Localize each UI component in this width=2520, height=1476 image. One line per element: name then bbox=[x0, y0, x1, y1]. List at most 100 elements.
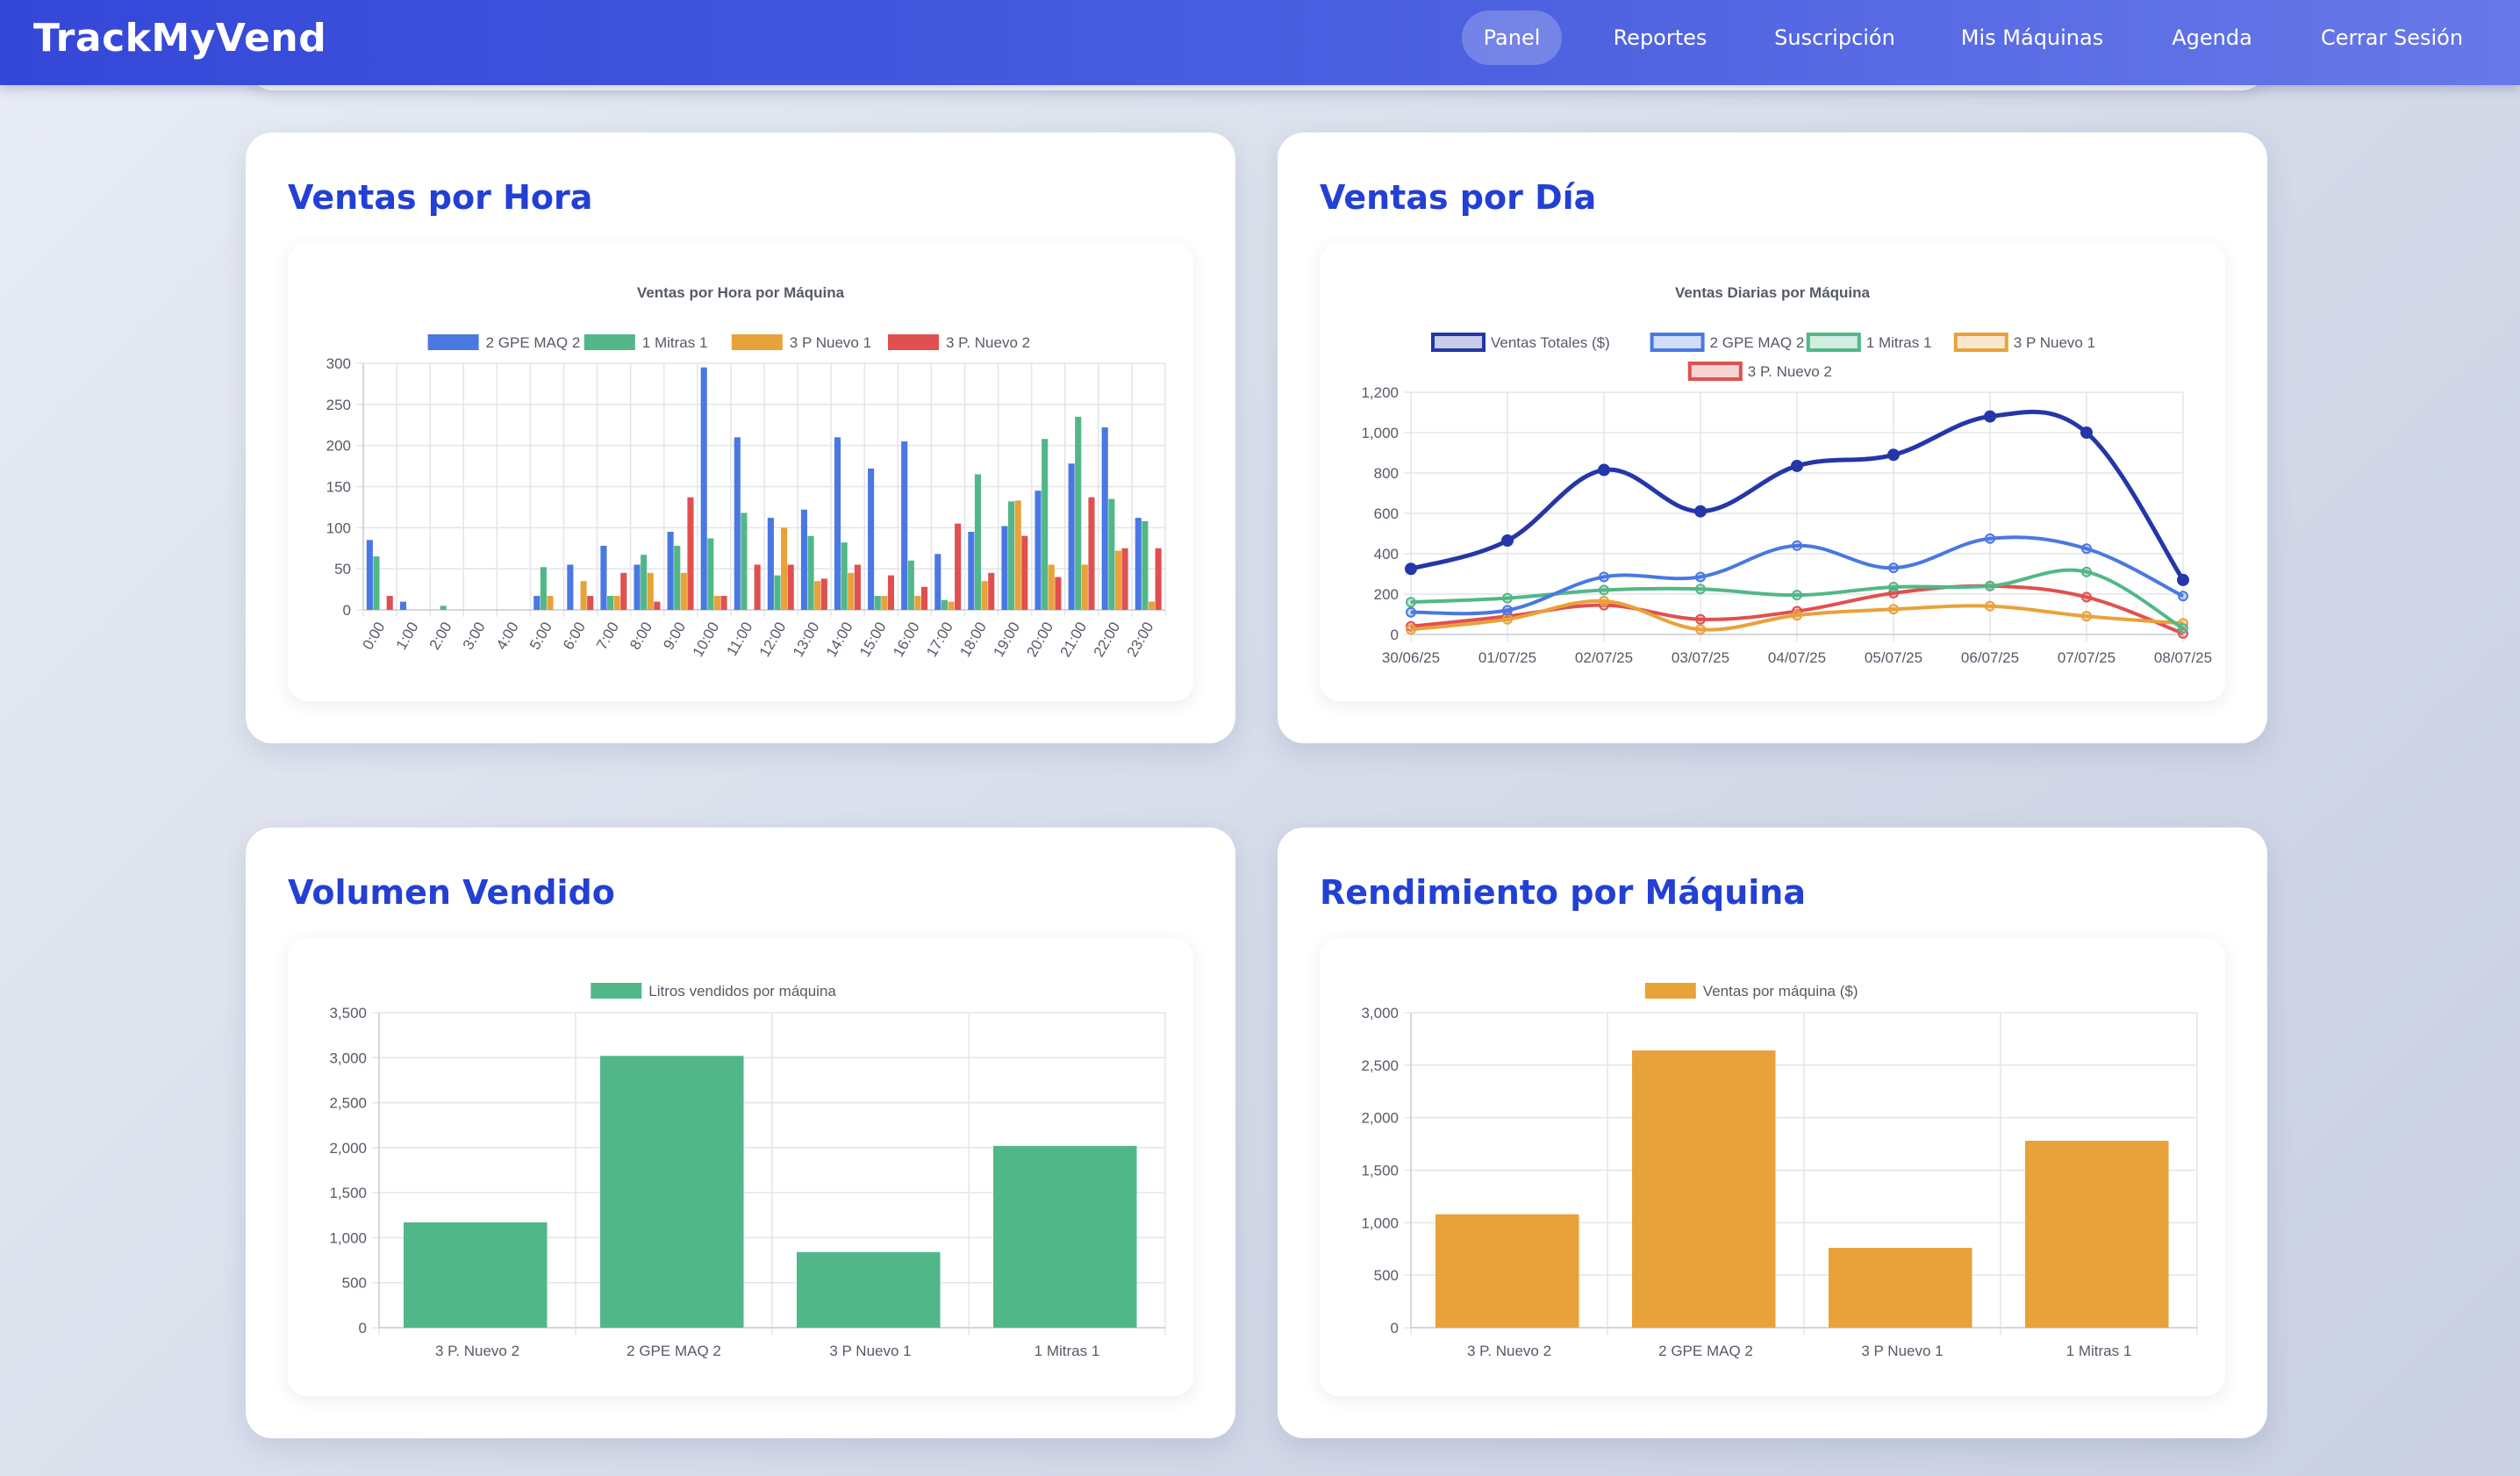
x-tick-label: 9:00 bbox=[660, 620, 689, 653]
bar bbox=[700, 367, 707, 610]
card-rendimiento-por-maquina: Rendimiento por Máquina Ventas por máqui… bbox=[1278, 828, 2267, 1438]
bar bbox=[620, 572, 627, 610]
bar bbox=[634, 564, 641, 610]
bar bbox=[754, 564, 761, 610]
legend-swatch bbox=[427, 334, 479, 350]
y-tick-label: 1,000 bbox=[1361, 425, 1399, 441]
legend-label: Ventas por máquina ($) bbox=[1703, 983, 1858, 1000]
data-point bbox=[2081, 591, 2092, 603]
legend-label: 1 Mitras 1 bbox=[1866, 334, 1932, 351]
x-tick-label: 4:00 bbox=[493, 620, 522, 653]
data-point bbox=[1406, 624, 1416, 635]
bar bbox=[1001, 526, 1008, 610]
bar bbox=[781, 527, 788, 610]
data-point bbox=[2081, 566, 2092, 577]
bar bbox=[440, 605, 447, 610]
bar bbox=[600, 545, 607, 610]
bar bbox=[373, 556, 380, 610]
x-tick-label: 1 Mitras 1 bbox=[1034, 1343, 1100, 1359]
x-tick-label: 1:00 bbox=[393, 620, 422, 653]
legend-label: 3 P Nuevo 1 bbox=[2014, 334, 2095, 351]
nav-cerrar-sesion[interactable]: Cerrar Sesión bbox=[2320, 25, 2464, 50]
bar bbox=[955, 523, 962, 610]
y-tick-label: 50 bbox=[334, 561, 351, 577]
legend-label: 2 GPE MAQ 2 bbox=[486, 334, 581, 351]
data-point bbox=[1985, 580, 1995, 591]
x-tick-label: 06/07/25 bbox=[1961, 649, 2019, 666]
chart-container: Litros vendidos por máquina 0 500 1,000 1,50… bbox=[288, 938, 1193, 1396]
x-tick-label: 3 P. Nuevo 2 bbox=[435, 1343, 519, 1359]
bar bbox=[540, 567, 547, 610]
x-tick-label: 3 P Nuevo 1 bbox=[1861, 1343, 1943, 1359]
card-title: Ventas por Hora bbox=[288, 178, 593, 217]
y-tick-label: 200 bbox=[1374, 586, 1399, 603]
bar bbox=[907, 560, 914, 610]
data-point bbox=[1599, 571, 1609, 583]
bar bbox=[1435, 1214, 1579, 1328]
bar bbox=[887, 575, 895, 610]
bar bbox=[1148, 601, 1156, 610]
bar bbox=[948, 601, 955, 610]
y-tick-label: 0 bbox=[343, 602, 351, 619]
data-point bbox=[2080, 426, 2093, 439]
bar bbox=[1829, 1248, 1972, 1328]
chart-container: Ventas por máquina ($) 0 500 1,000 1,500 2,00… bbox=[1320, 938, 2225, 1396]
x-tick-label: 16:00 bbox=[890, 620, 923, 660]
legend-swatch bbox=[591, 983, 642, 999]
bar bbox=[1034, 491, 1042, 610]
bar bbox=[1101, 427, 1108, 610]
chart-title: Ventas por Hora por Máquina bbox=[637, 284, 845, 301]
bar bbox=[1042, 439, 1049, 610]
bar bbox=[841, 542, 848, 610]
bar bbox=[787, 564, 794, 610]
nav-agenda[interactable]: Agenda bbox=[2172, 25, 2252, 50]
data-point bbox=[1888, 581, 1899, 592]
nav-panel[interactable]: Panel bbox=[1462, 11, 1562, 65]
data-point bbox=[1985, 533, 1995, 544]
bar bbox=[1632, 1050, 1776, 1328]
data-point bbox=[1406, 606, 1416, 618]
bar bbox=[1008, 501, 1015, 610]
bar bbox=[734, 437, 741, 610]
data-point bbox=[1694, 505, 1707, 518]
bar bbox=[797, 1251, 941, 1328]
legend-label: Litros vendidos por máquina bbox=[648, 983, 836, 1000]
bar bbox=[587, 596, 594, 610]
data-point bbox=[1599, 584, 1609, 596]
y-tick-label: 200 bbox=[326, 438, 351, 455]
navbar: TrackMyVend Panel Reportes Suscripción M… bbox=[0, 0, 2520, 85]
brand-logo[interactable]: TrackMyVend bbox=[33, 16, 327, 61]
y-tick-label: 0 bbox=[359, 1320, 367, 1336]
bar bbox=[868, 468, 875, 610]
bar bbox=[600, 1056, 744, 1328]
bar bbox=[2025, 1140, 2169, 1328]
legend-swatch bbox=[731, 334, 783, 350]
bar bbox=[854, 564, 861, 610]
data-point bbox=[1792, 540, 1802, 551]
y-tick-label: 500 bbox=[1374, 1267, 1399, 1284]
y-tick-label: 0 bbox=[1391, 627, 1399, 643]
y-tick-label: 1,000 bbox=[1361, 1214, 1399, 1231]
x-tick-label: 2:00 bbox=[426, 620, 455, 653]
nav-suscripcion[interactable]: Suscripción bbox=[1774, 25, 1895, 50]
data-point bbox=[1695, 571, 1706, 583]
x-tick-label: 23:00 bbox=[1124, 619, 1157, 659]
performance-chart: Ventas por máquina ($) 0 500 1,000 1,500 2,00… bbox=[1361, 983, 2198, 1359]
x-tick-label: 19:00 bbox=[990, 620, 1023, 660]
bar bbox=[547, 596, 554, 610]
card-title: Volumen Vendido bbox=[288, 873, 615, 912]
y-tick-label: 1,200 bbox=[1361, 384, 1399, 401]
x-tick-label: 17:00 bbox=[923, 620, 956, 660]
data-point bbox=[1888, 562, 1899, 574]
x-tick-label: 12:00 bbox=[756, 620, 790, 660]
bar bbox=[567, 564, 574, 610]
x-tick-label: 15:00 bbox=[856, 620, 890, 660]
nav-reportes[interactable]: Reportes bbox=[1613, 25, 1707, 50]
bar bbox=[613, 596, 620, 610]
bar bbox=[641, 555, 648, 610]
daily-sales-chart: Ventas Diarias por Máquina Ventas Totales… bbox=[1361, 284, 2212, 666]
x-tick-label: 30/06/25 bbox=[1382, 649, 1440, 666]
nav-mis-maquinas[interactable]: Mis Máquinas bbox=[1960, 25, 2104, 50]
data-point bbox=[1887, 448, 1900, 462]
bar bbox=[767, 518, 774, 610]
